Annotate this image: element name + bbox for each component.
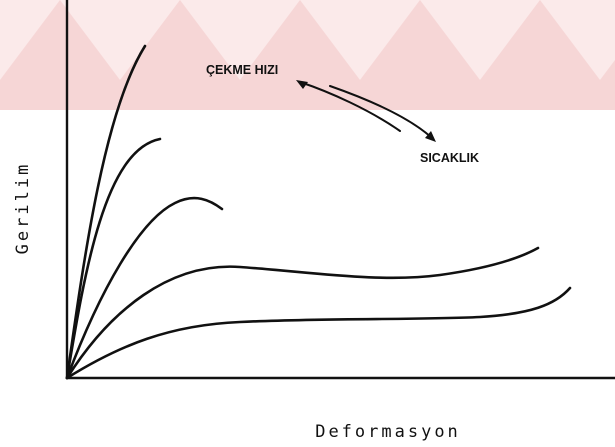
- curve-5: [65, 286, 572, 380]
- temperature-label: SICAKLIK: [420, 151, 479, 165]
- curve-3: [65, 196, 224, 380]
- arrowhead-speed: [296, 80, 308, 89]
- arrow-speed: [299, 81, 401, 132]
- x-axis-label: Deformasyon: [315, 422, 461, 442]
- curve-2: [65, 137, 162, 380]
- arrow-temperature: [329, 85, 433, 139]
- speed-label: ÇEKME HIZI: [206, 63, 278, 77]
- curve-1: [65, 44, 147, 380]
- watermark-pattern: [0, 0, 615, 110]
- y-axis-label: Gerilim: [13, 162, 33, 255]
- arrowhead-temperature: [425, 131, 436, 142]
- curve-4: [65, 246, 540, 380]
